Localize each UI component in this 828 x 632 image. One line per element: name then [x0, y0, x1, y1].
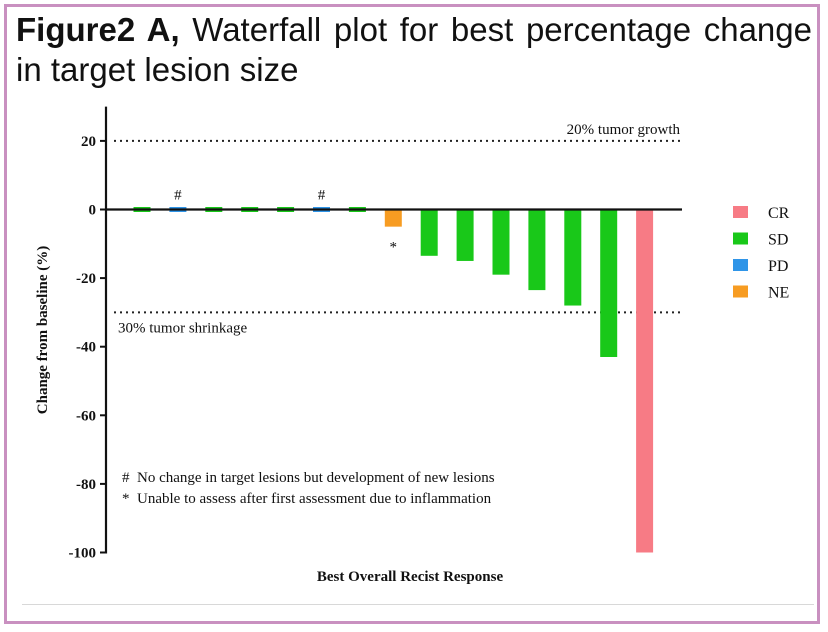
- y-tick-label: 20: [81, 134, 96, 150]
- y-tick-label: -60: [76, 408, 96, 424]
- y-tick-label: -80: [76, 477, 96, 493]
- bar-sd: [492, 209, 510, 275]
- y-tick-label: -100: [69, 546, 97, 562]
- legend-label-pd: PD: [768, 258, 788, 275]
- notes-group: # No change in target lesions but develo…: [122, 470, 495, 507]
- figure-caption: Waterfall plot for best percentage chang…: [16, 11, 812, 88]
- shrinkage-threshold-label: 30% tumor shrinkage: [118, 320, 247, 336]
- legend-swatch-ne: [733, 285, 748, 298]
- bar-sd: [456, 209, 474, 261]
- y-tick-label: 0: [89, 203, 97, 219]
- new-lesion-marker: #: [318, 188, 326, 204]
- y-ticks-group: 20 0 -20 -40 -60 -80 -100: [69, 134, 106, 562]
- legend-swatch-pd: [733, 259, 748, 271]
- legend-label-sd: SD: [768, 232, 788, 249]
- y-tick-label: -20: [76, 271, 96, 287]
- bottom-rule: [22, 604, 814, 605]
- growth-threshold-label: 20% tumor growth: [567, 122, 681, 138]
- bar-markers-group: # # *: [174, 188, 397, 256]
- figure-label: Figure2 A,: [16, 11, 180, 48]
- figure-frame: [4, 4, 820, 624]
- note-hash: # No change in target lesions but develo…: [122, 470, 495, 486]
- bars-group: [133, 207, 654, 553]
- figure-title: Figure2 A, Waterfall plot for best perce…: [16, 10, 812, 90]
- legend-swatch-cr: [733, 206, 748, 218]
- new-lesion-marker: #: [174, 188, 182, 204]
- reference-lines: 20% tumor growth 30% tumor shrinkage: [114, 122, 682, 336]
- y-tick-label: -40: [76, 340, 96, 356]
- legend-label-ne: NE: [768, 285, 789, 302]
- bar-sd: [528, 209, 546, 291]
- bar-ne: [384, 209, 402, 227]
- x-axis-label: Best Overall Recist Response: [317, 569, 504, 585]
- legend-label-cr: CR: [768, 205, 790, 222]
- bar-sd: [564, 209, 582, 306]
- bar-cr: [636, 209, 654, 553]
- bar-sd: [600, 209, 618, 357]
- y-axis-label: Change from baseline (%): [35, 246, 51, 414]
- axes-group: [104, 106, 682, 554]
- legend: CR SD PD NE: [733, 205, 790, 302]
- inflammation-marker: *: [390, 240, 398, 256]
- bar-sd: [420, 209, 438, 256]
- note-asterisk: * Unable to assess after first assessmen…: [122, 491, 492, 507]
- legend-swatch-sd: [733, 232, 748, 245]
